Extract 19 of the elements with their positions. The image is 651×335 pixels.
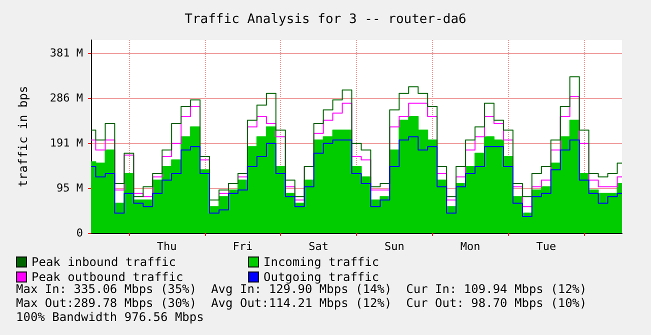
y-tick-label: 381 M xyxy=(50,46,84,60)
text: 100% Bandwidth 976.56 Mbps xyxy=(16,310,204,324)
x-tick-label: Tue xyxy=(536,240,556,253)
y-tick-label: 286 M xyxy=(50,92,84,105)
legend-label: Incoming traffic xyxy=(264,255,380,269)
y-tick-label: 0 xyxy=(76,226,83,240)
x-tick-label: Mon xyxy=(460,240,480,253)
legend-label: Peak inbound traffic xyxy=(32,255,176,269)
x-tick-label: Fri xyxy=(232,240,253,253)
chart-title: Traffic Analysis for 3 -- router-da6 xyxy=(184,12,466,27)
y-tick-label: 95 M xyxy=(56,182,84,195)
legend-label: Peak outbound traffic xyxy=(32,270,184,284)
x-tick-label: Sat xyxy=(308,240,329,253)
x-tick-label: Thu xyxy=(156,240,177,253)
y-tick-label: 191 M xyxy=(50,136,84,150)
legend-label: Outgoing traffic xyxy=(264,270,380,284)
text: Max Out:289.78 Mbps (30%) Avg Out:114.21 Mbps (12%) Cur Out: 98.70 Mbps (10%) xyxy=(16,296,587,310)
x-tick-label: Sun xyxy=(384,240,404,253)
y-axis-title: traffic in bps xyxy=(16,86,30,188)
